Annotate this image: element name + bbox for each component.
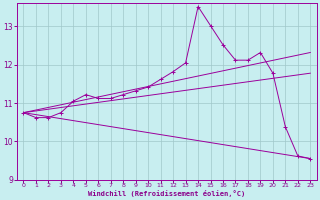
- X-axis label: Windchill (Refroidissement éolien,°C): Windchill (Refroidissement éolien,°C): [88, 190, 245, 197]
